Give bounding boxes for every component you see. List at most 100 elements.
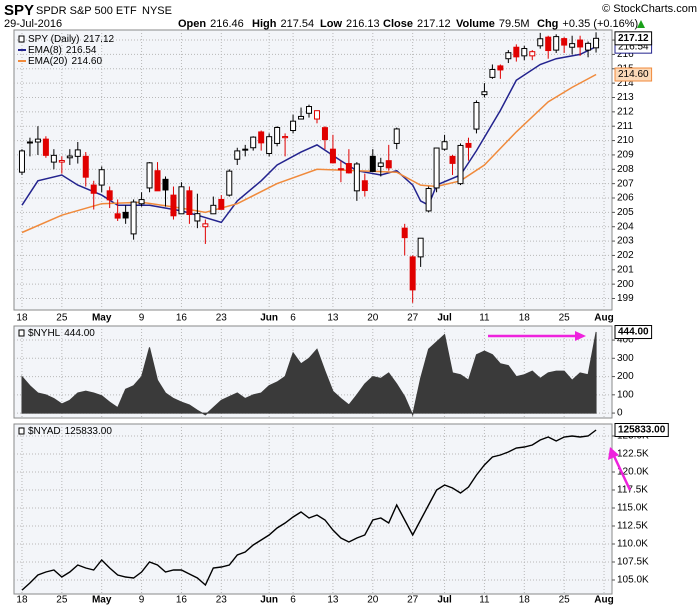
y-tick-label: 213 [617, 92, 634, 103]
y-tick-label: 107.5K [617, 557, 649, 568]
x-tick-label: 16 [176, 595, 188, 606]
annotation-arrowhead [575, 331, 586, 341]
x-tick-label: Jun [260, 313, 278, 324]
stat-value: +0.35 (+0.16%) [562, 18, 638, 30]
candle-body [401, 227, 408, 239]
candle-body [282, 136, 289, 139]
y-tick-label: 117.5K [617, 485, 648, 496]
y-tick-label: 207 [617, 178, 634, 189]
y-tick-label: 400 [617, 335, 634, 346]
stat-label: High [252, 18, 277, 30]
last-value-label: 214.60 [618, 69, 649, 80]
legend-entry: $NYAD 125833.00 [28, 426, 112, 437]
legend-name: $NYAD [28, 426, 61, 437]
candle-body [218, 198, 225, 210]
candle-body [194, 213, 201, 222]
candle-body [18, 150, 25, 173]
x-tick-label: 27 [407, 595, 419, 606]
candle-body [545, 36, 552, 52]
candle-body [513, 46, 520, 58]
candle-body [210, 204, 217, 215]
y-tick-label: 202 [617, 250, 634, 261]
y-tick-label: 100 [617, 389, 634, 400]
y-tick-label: 120.0K [617, 467, 649, 478]
y-tick-label: 201 [617, 264, 634, 275]
legend-entry: $NYHL 444.00 [28, 328, 95, 339]
last-value-label: 216.54 [618, 41, 649, 52]
candle-body [162, 178, 169, 191]
exchange: NYSE [142, 5, 172, 17]
y-tick-label: 209 [617, 150, 634, 161]
candle-body [449, 155, 456, 164]
x-tick-label: 13 [327, 313, 339, 324]
legend-name: SPY (Daily) [28, 34, 80, 45]
source: © StockCharts.com [602, 3, 697, 15]
candle-body [106, 190, 113, 201]
candle-body [537, 38, 544, 47]
candle-body [593, 37, 600, 49]
x-tick-label: 9 [139, 595, 145, 606]
y-tick-label: 206 [617, 193, 634, 204]
stat-value: 79.5M [499, 18, 530, 30]
candle-body [329, 148, 336, 164]
candle-body [465, 142, 472, 148]
x-tick-label: 25 [559, 595, 571, 606]
candle-body [154, 170, 161, 192]
legend-name: EMA(20) [28, 56, 67, 67]
candle-body [569, 43, 576, 48]
candle-body [577, 39, 584, 48]
x-tick-label: Jun [260, 595, 278, 606]
x-tick-label: 20 [367, 595, 379, 606]
candle-body [298, 115, 305, 120]
y-tick-label: 0 [617, 408, 623, 419]
candle-body [266, 136, 273, 154]
legend-name: EMA(8) [28, 45, 62, 56]
candle-body [34, 138, 41, 143]
candle-body [417, 237, 424, 258]
legend-swatch [18, 427, 25, 435]
annotation-arrow [612, 455, 632, 491]
candle-body [473, 102, 480, 130]
y-tick-label: 122.5K [617, 449, 649, 460]
candle-body [66, 155, 73, 159]
y-tick-label: 300 [617, 353, 634, 364]
x-tick-label: 23 [216, 595, 228, 606]
candle-body [385, 160, 392, 169]
candle-body [553, 36, 560, 51]
last-value-box [614, 423, 669, 438]
x-tick-label: 20 [367, 313, 379, 324]
y-tick-label: 214 [617, 78, 634, 89]
stat-value: 217.12 [417, 18, 451, 30]
candle-body [425, 188, 432, 212]
x-tick-label: 25 [56, 595, 68, 606]
x-tick-label: 25 [56, 313, 68, 324]
candle-body [58, 160, 65, 163]
candle-body [226, 170, 233, 196]
y-tick-label: 110.0K [617, 539, 648, 550]
x-tick-label: 18 [16, 313, 28, 324]
stat-label: Chg [537, 18, 558, 30]
y-tick-label: 115.0K [617, 503, 648, 514]
candle-body [178, 186, 185, 215]
x-tick-label: 6 [290, 313, 296, 324]
candle-body [409, 256, 416, 291]
last-value-box [614, 325, 653, 340]
x-tick-label: Aug [594, 313, 613, 324]
x-tick-label: May [92, 595, 112, 606]
security-name: SPDR S&P 500 ETF [36, 5, 137, 17]
panel [13, 423, 613, 595]
stat-value: 217.54 [280, 18, 314, 30]
legend-entry: SPY (Daily) 217.12 [28, 34, 115, 45]
candle-body [306, 106, 313, 114]
x-tick-label: 16 [176, 313, 188, 324]
stat-value: 216.13 [346, 18, 380, 30]
candle-body [74, 149, 81, 157]
y-tick-label: 211 [617, 121, 633, 132]
candle-body [585, 42, 592, 51]
stat: High 217.54 [252, 18, 314, 30]
legend-value: 216.54 [66, 45, 97, 56]
candle-body [393, 128, 400, 144]
stat-label: Low [320, 18, 342, 30]
legend-name: $NYHL [28, 328, 61, 339]
legend-value: 217.12 [84, 34, 115, 45]
